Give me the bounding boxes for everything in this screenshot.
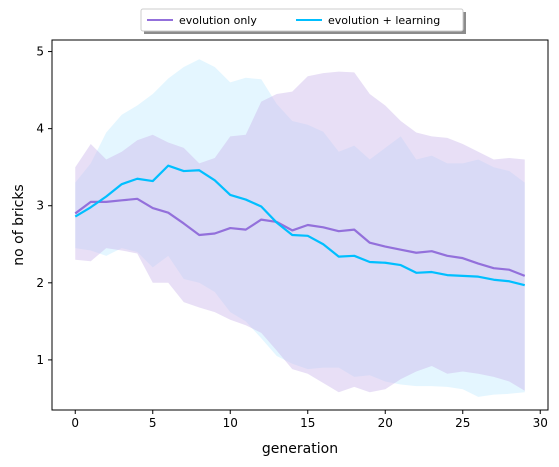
x-tick-label: 20 <box>378 416 393 430</box>
x-tick-label: 0 <box>71 416 79 430</box>
x-tick-label: 5 <box>149 416 157 430</box>
y-tick-label: 4 <box>36 122 44 136</box>
series-lines <box>74 164 526 287</box>
y-tick-label: 3 <box>36 199 44 213</box>
legend-label-evolution-only: evolution only <box>179 14 257 27</box>
y-axis-ticks: 1 2 3 4 5 <box>36 45 52 367</box>
y-tick-label: 1 <box>36 353 44 367</box>
legend-label-evolution-learning: evolution + learning <box>328 14 440 27</box>
legend: evolution only evolution + learning <box>140 8 466 34</box>
x-tick-label: 15 <box>300 416 315 430</box>
series-line-evolution-only <box>74 197 526 277</box>
band-evolution-only <box>75 71 525 393</box>
plot-frame <box>51 39 549 411</box>
y-axis-label: no of bricks <box>11 184 27 265</box>
y-tick-label: 5 <box>36 45 44 59</box>
series-line-evolution-learning <box>74 164 526 287</box>
x-tick-label: 10 <box>223 416 238 430</box>
x-tick-label: 25 <box>455 416 470 430</box>
x-axis-ticks: 0 5 10 15 20 25 30 <box>71 410 548 430</box>
x-axis-label: generation <box>262 441 338 457</box>
x-tick-label: 30 <box>533 416 548 430</box>
y-tick-label: 2 <box>36 276 44 290</box>
